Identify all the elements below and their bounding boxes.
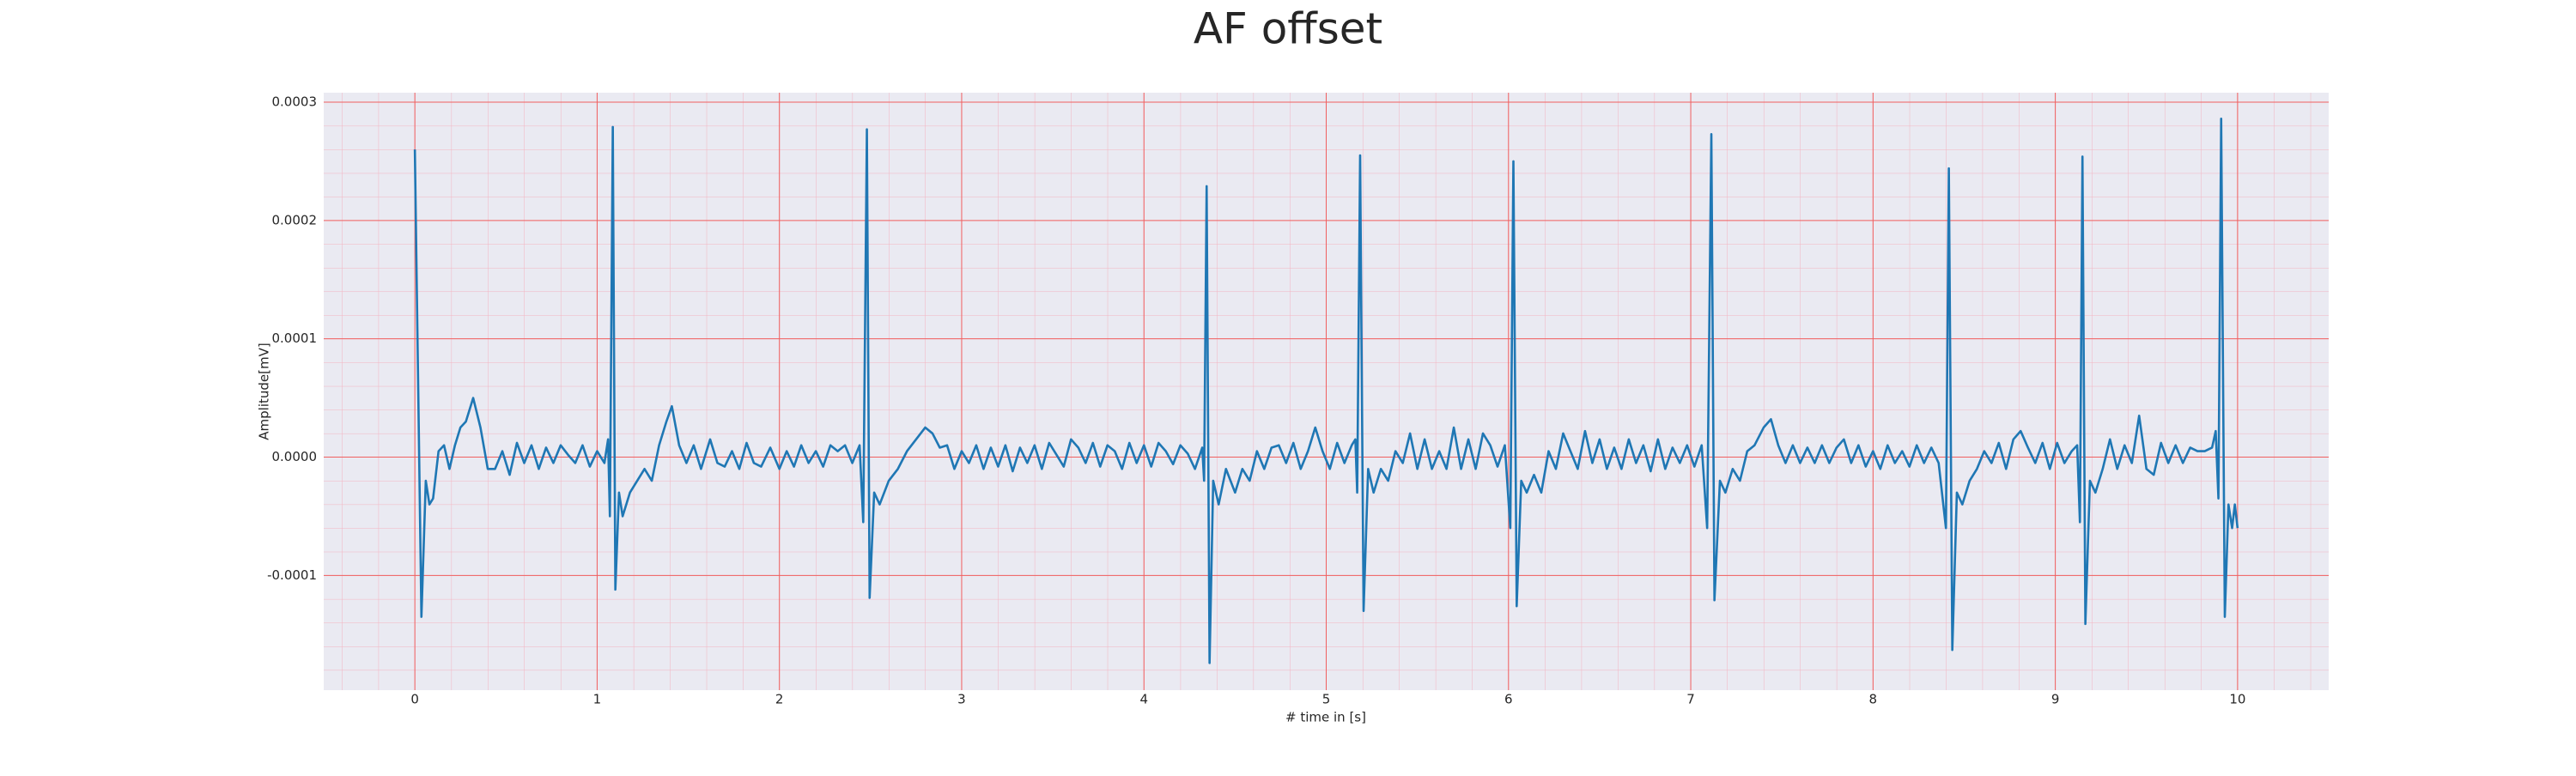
- x-tick-label: 0: [410, 692, 419, 707]
- x-tick-label: 5: [1322, 692, 1331, 707]
- y-tick-label: 0.0000: [272, 449, 318, 464]
- x-axis-label: # time in [s]: [1285, 710, 1366, 725]
- x-tick-label: 6: [1504, 692, 1513, 707]
- chart-title: AF offset: [1194, 4, 1382, 54]
- x-tick-label: 9: [2051, 692, 2060, 707]
- x-tick-label: 8: [1869, 692, 1878, 707]
- y-tick-label: 0.0002: [272, 212, 318, 227]
- signal-line: [413, 118, 2239, 664]
- x-tick-label: 2: [775, 692, 784, 707]
- x-tick-label: 10: [2229, 692, 2245, 707]
- y-tick-label: 0.0001: [272, 330, 318, 346]
- x-tick-label: 1: [593, 692, 602, 707]
- x-tick-label: 3: [957, 692, 966, 707]
- y-tick-label: -0.0001: [267, 567, 317, 583]
- x-tick-label: 4: [1139, 692, 1148, 707]
- x-tick-label: 7: [1686, 692, 1695, 707]
- y-axis-label: Amplitude[mV]: [257, 343, 272, 440]
- y-tick-label: 0.0003: [272, 94, 318, 110]
